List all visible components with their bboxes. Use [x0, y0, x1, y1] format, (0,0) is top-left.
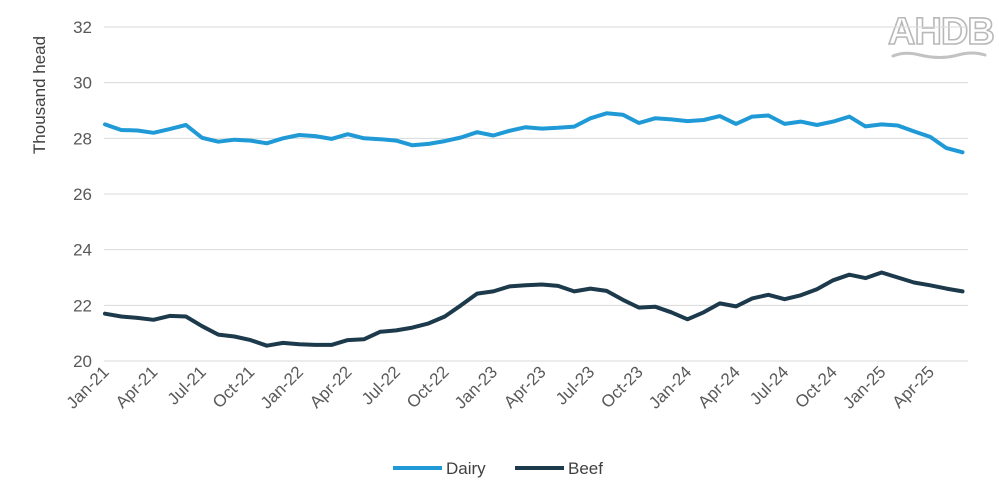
- y-tick-label: 26: [73, 185, 92, 204]
- x-tick-label: Oct-21: [209, 362, 259, 412]
- ahdb-logo-text: AHDB: [888, 11, 994, 53]
- x-tick-label: Jan-22: [257, 362, 307, 412]
- y-axis-title: Thousand head: [30, 36, 49, 154]
- y-tick-label: 32: [73, 18, 92, 37]
- x-tick-label: Apr-21: [112, 362, 162, 412]
- x-tick-label: Oct-22: [403, 362, 453, 412]
- series-line-dairy: [103, 111, 965, 155]
- x-tick-label: Oct-23: [597, 362, 647, 412]
- x-tick-label: Jul-21: [164, 362, 210, 408]
- x-tick-label: Apr-25: [888, 362, 938, 412]
- x-tick-label: Jan-24: [645, 362, 695, 412]
- logo-swoosh-icon: [891, 51, 987, 59]
- x-tick-label: Jan-25: [839, 362, 889, 412]
- x-tick-label: Oct-24: [791, 362, 841, 412]
- x-tick-label: Apr-22: [306, 362, 356, 412]
- legend: Dairy Beef: [393, 459, 603, 478]
- y-tick-label: 30: [73, 74, 92, 93]
- y-axis-ticks: 20 22 24 26 28 30 32: [73, 18, 92, 371]
- series-line-beef: [103, 270, 965, 348]
- gridlines: [104, 26, 968, 306]
- x-tick-label: Jul-23: [552, 362, 598, 408]
- x-tick-label: Apr-23: [500, 362, 550, 412]
- y-tick-label: 24: [73, 241, 92, 260]
- ahdb-logo: AHDB: [887, 10, 996, 59]
- x-tick-label: Jul-22: [358, 362, 404, 408]
- legend-label-beef: Beef: [568, 459, 603, 478]
- y-tick-label: 20: [73, 352, 92, 371]
- data-series: [103, 111, 965, 348]
- x-tick-label: Apr-24: [694, 362, 744, 412]
- y-tick-label: 28: [73, 129, 92, 148]
- x-tick-label: Jul-24: [746, 362, 792, 408]
- y-tick-label: 22: [73, 296, 92, 315]
- x-tick-label: Jan-23: [451, 362, 501, 412]
- legend-label-dairy: Dairy: [446, 459, 486, 478]
